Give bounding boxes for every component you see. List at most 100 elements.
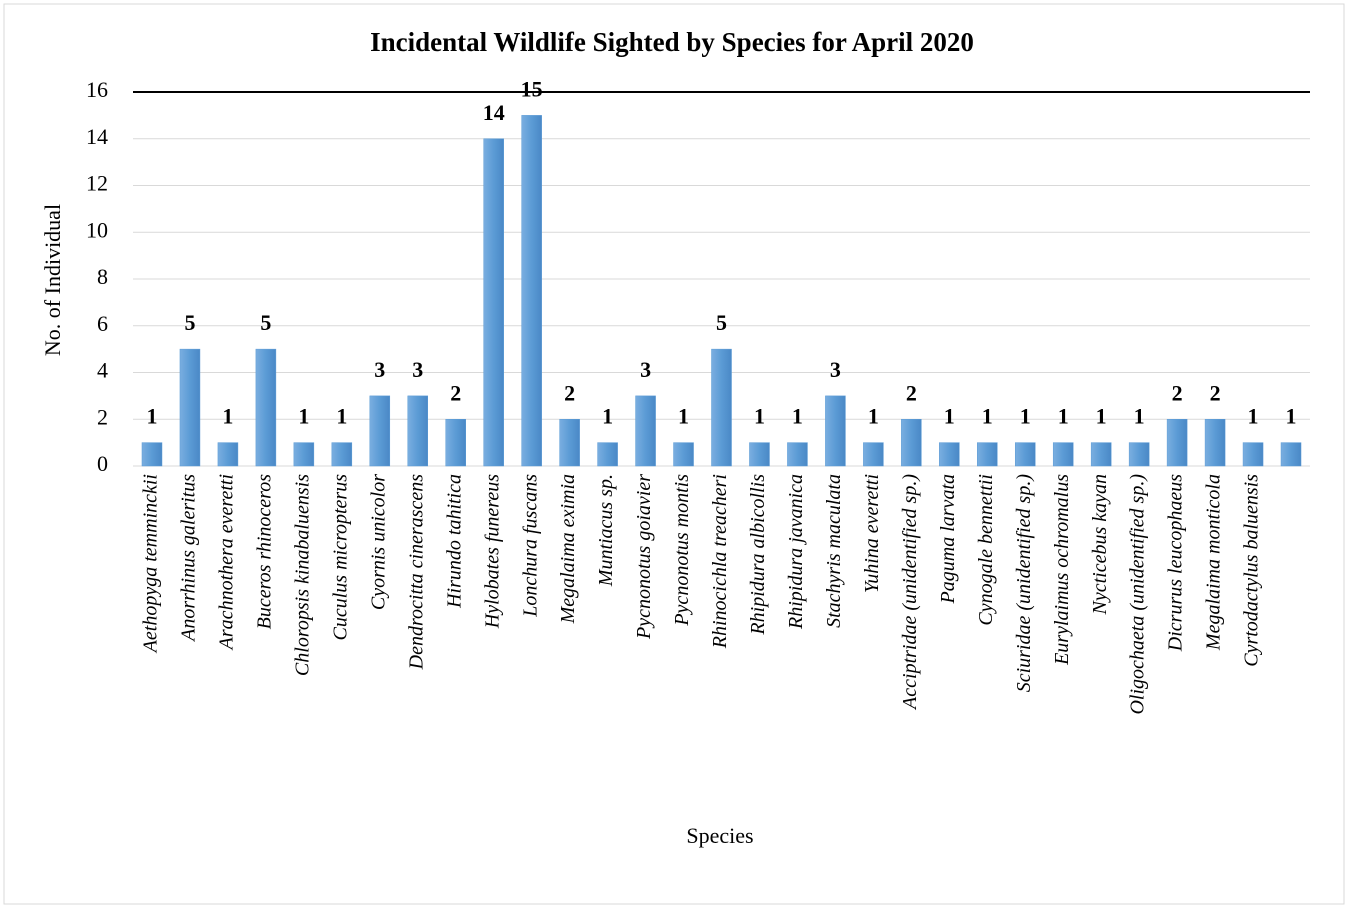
x-tick-label: Megalaima monticola [1203,474,1225,651]
data-label: 15 [521,76,543,101]
chart-title: Incidental Wildlife Sighted by Species f… [370,27,974,57]
data-label: 5 [716,310,727,335]
data-label: 2 [906,380,917,405]
data-label: 5 [184,310,195,335]
bar [1280,442,1302,467]
data-label: 1 [336,404,347,429]
bar [597,442,618,467]
data-label: 3 [640,357,651,382]
data-label: 1 [1286,404,1297,429]
x-tick-label: Acciptridae (unidentified sp.) [899,474,921,711]
bar [825,395,846,467]
x-tick-label: Muntiacus sp. [595,474,617,587]
x-tick-label: Buceros rhinoceros [253,474,275,630]
data-label: 1 [602,404,613,429]
bar [255,348,277,467]
bar [217,442,239,467]
bar [787,442,808,467]
x-tick-label: Eurylaimus ochromalus [1051,474,1073,666]
data-label: 1 [1058,404,1069,429]
data-label: 5 [260,310,271,335]
data-label: 1 [1134,404,1145,429]
bar [293,442,315,467]
x-tick-label: Dicrurus leucophaeus [1165,474,1187,652]
bar [901,419,922,467]
bar [331,442,353,467]
x-tick-label: Rhipidura albicollis [747,474,769,636]
y-axis-label: No. of Individual [40,204,65,356]
x-tick-label: Cynogale bennettii [975,474,997,626]
data-label: 3 [412,357,423,382]
bar [521,115,542,467]
x-axis-label: Species [686,823,753,848]
x-tick-label: Cyrtodactylus baluensis [1241,474,1263,667]
data-label: 3 [830,357,841,382]
y-tick-label: 4 [97,358,108,383]
x-tick-label: Sciuridae (unidentified sp.) [1013,474,1035,693]
y-tick-label: 8 [97,264,108,289]
data-label: 2 [1172,380,1183,405]
data-label: 1 [1248,404,1259,429]
bar [863,442,884,467]
x-tick-label: Lonchura fuscans [519,474,541,618]
y-tick-label: 14 [86,124,108,149]
x-tick-label: Arachnothera everetti [216,474,238,651]
data-label: 3 [374,357,385,382]
x-tick-label: Yuhina everetti [861,474,883,593]
x-tick-label: Cyornis unicolor [367,474,389,610]
x-tick-label: Aethopyga temminckii [140,474,162,654]
x-tick-label: Stachyris maculata [823,474,845,628]
bar [673,442,694,467]
data-label: 1 [792,404,803,429]
bar [1242,442,1264,467]
bar [1052,442,1074,467]
data-label: 1 [1020,404,1031,429]
bar [711,348,732,467]
data-label: 2 [564,380,575,405]
data-label: 2 [1210,380,1221,405]
x-tick-label: Cuculus micropterus [329,474,351,641]
data-label: 1 [298,404,309,429]
data-label: 1 [678,404,689,429]
data-label: 1 [1096,404,1107,429]
y-tick-label: 10 [86,217,108,242]
data-label: 2 [450,380,461,405]
bar [445,419,466,467]
bar [1204,419,1226,467]
data-label: 1 [146,404,157,429]
x-tick-label: Nycticebus kayan [1089,474,1111,616]
y-tick-label: 12 [86,171,108,196]
bar [369,395,391,467]
data-label: 1 [982,404,993,429]
bar [483,138,504,467]
bar [179,348,201,467]
x-tick-label: Megalaima eximia [557,474,579,624]
bar [1090,442,1112,467]
x-tick-label: Pycnonotus goiavier [633,474,655,640]
x-tick-label: Dendrocitta cinerascens [405,474,427,671]
x-tick-label: Oligochaeta (unidentified sp.) [1127,474,1149,715]
data-label: 1 [754,404,765,429]
bar [141,442,163,467]
x-tick-label: Rhipidura javanica [785,474,807,630]
bar [1128,442,1150,467]
x-tick-label: Chloropsis kinabaluensis [291,474,313,676]
data-label: 14 [483,100,505,125]
y-tick-label: 0 [97,451,108,476]
bar [749,442,770,467]
bar [1014,442,1036,467]
data-label: 1 [868,404,879,429]
x-tick-label: Rhinocichla treacheri [709,474,731,649]
x-tick-label: Hylobates funereus [481,474,503,629]
bar [559,419,580,467]
y-tick-label: 16 [86,77,108,102]
x-tick-label: Anorrhinus galeritus [178,474,200,643]
data-label: 1 [944,404,955,429]
y-tick-label: 6 [97,311,108,336]
x-tick-label: Pycnonotus montis [671,474,693,627]
bar [407,395,429,467]
bar [1166,419,1188,467]
x-tick-label: Paguma larvata [937,474,959,604]
bar [939,442,960,467]
